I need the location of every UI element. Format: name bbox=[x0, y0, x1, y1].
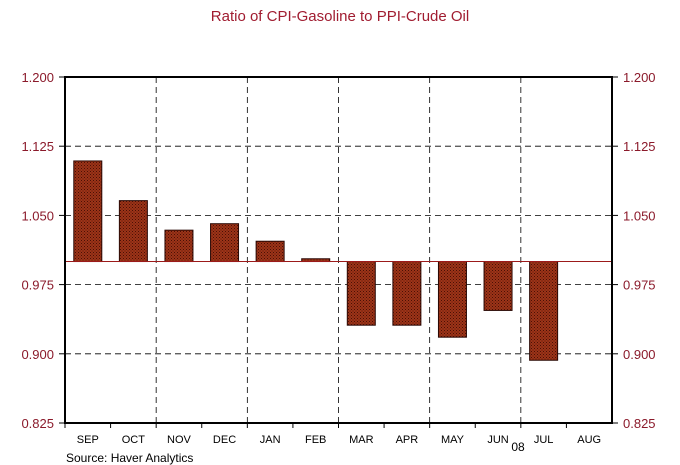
y-axis-left: 1.200 1.125 1.050 0.975 0.900 0.825 bbox=[21, 70, 65, 431]
x-tick-label-aug: AUG bbox=[577, 434, 601, 446]
bar-jan bbox=[255, 240, 285, 263]
y-tick-label-left: 1.125 bbox=[21, 139, 54, 154]
y-tick-label-right: 0.975 bbox=[623, 278, 656, 293]
bar-jun bbox=[483, 261, 513, 311]
y-tick-label-right: 1.125 bbox=[623, 139, 656, 154]
bar-sep bbox=[73, 160, 103, 263]
x-tick-label-jan: JAN bbox=[260, 434, 281, 446]
bar-apr bbox=[392, 261, 422, 326]
y-tick-label-left: 0.900 bbox=[21, 347, 54, 362]
y-axis-right: 1.200 1.125 1.050 0.975 0.900 0.825 bbox=[612, 70, 656, 431]
x-tick-label-may: MAY bbox=[441, 434, 465, 446]
bar-jul bbox=[529, 261, 559, 361]
bar-may bbox=[437, 261, 467, 338]
y-tick-label-left: 1.200 bbox=[21, 70, 54, 85]
y-tick-label-right: 0.825 bbox=[623, 416, 656, 431]
x-tick-label-jul: JUL bbox=[534, 434, 554, 446]
y-tick-label-left: 1.050 bbox=[21, 208, 54, 223]
chart-title: Ratio of CPI-Gasoline to PPI-Crude Oil bbox=[211, 8, 469, 25]
x-tick-label-apr: APR bbox=[396, 434, 419, 446]
gridlines bbox=[65, 77, 612, 423]
x-tick-label-mar: MAR bbox=[349, 434, 374, 446]
y-tick-label-left: 0.975 bbox=[21, 278, 54, 293]
y-tick-label-right: 1.050 bbox=[623, 208, 656, 223]
x-tick-label-feb: FEB bbox=[305, 434, 326, 446]
source-note: Source: Haver Analytics bbox=[66, 451, 193, 465]
x-tick-label-oct: OCT bbox=[122, 434, 146, 446]
x-tick-label-sep: SEP bbox=[77, 434, 99, 446]
y-tick-label-left: 0.825 bbox=[21, 416, 54, 431]
x-tick-label-jun: JUN bbox=[487, 434, 508, 446]
x-tick-label-dec: DEC bbox=[213, 434, 236, 446]
x-tick-label-nov: NOV bbox=[167, 434, 192, 446]
year-label: 08 bbox=[511, 440, 525, 454]
bar-nov bbox=[164, 229, 194, 263]
bar-mar bbox=[346, 261, 376, 326]
bar-oct bbox=[118, 200, 148, 263]
y-tick-label-right: 1.200 bbox=[623, 70, 656, 85]
y-tick-label-right: 0.900 bbox=[623, 347, 656, 362]
x-axis: SEP OCT NOV DEC JAN FEB MAR APR MAY JUN JUL AUG bbox=[64, 423, 601, 446]
bar-dec bbox=[210, 223, 240, 263]
bars bbox=[73, 160, 559, 361]
